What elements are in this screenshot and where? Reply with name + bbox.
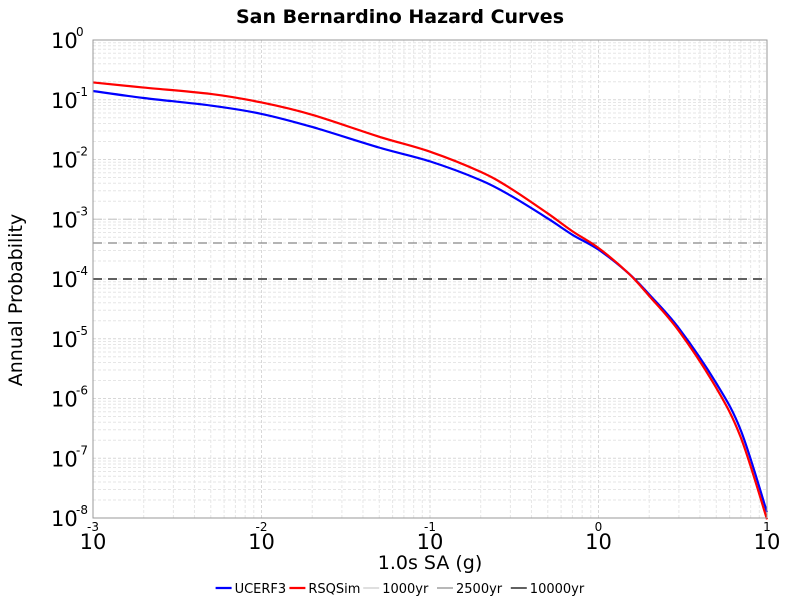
legend-item-2500yr: 2500yr bbox=[437, 582, 503, 597]
x-tick-label: 10-2 bbox=[248, 520, 275, 554]
x-tick-base: 10 bbox=[585, 530, 612, 554]
y-tick-exponent: -1 bbox=[76, 85, 88, 99]
y-tick-label: 10-4 bbox=[51, 264, 88, 292]
y-tick-base: 10 bbox=[51, 507, 78, 531]
x-tick-label: 10-3 bbox=[80, 520, 107, 554]
legend-item-10000yr: 10000yr bbox=[510, 582, 585, 597]
legend-label: RSQSim bbox=[308, 582, 360, 597]
x-tick-base: 10 bbox=[417, 530, 444, 554]
y-tick-label: 10-3 bbox=[51, 204, 88, 232]
y-tick-label: 10-6 bbox=[51, 384, 88, 412]
y-tick-base: 10 bbox=[51, 29, 78, 53]
legend-label: 10000yr bbox=[530, 582, 585, 597]
y-tick-label: 10-1 bbox=[51, 85, 88, 113]
y-tick-base: 10 bbox=[51, 447, 78, 471]
x-tick-base: 10 bbox=[754, 530, 781, 554]
series-group bbox=[92, 81, 769, 520]
y-tick-exponent: -3 bbox=[76, 204, 88, 218]
y-tick-base: 10 bbox=[51, 268, 78, 292]
y-tick-exponent: -7 bbox=[76, 443, 88, 457]
y-tick-exponent: 0 bbox=[76, 25, 84, 39]
x-tick-label: 101 bbox=[754, 520, 781, 554]
grid bbox=[92, 40, 767, 519]
plot-frame bbox=[92, 39, 768, 519]
y-tick-base: 10 bbox=[51, 328, 78, 352]
y-tick-exponent: -6 bbox=[76, 384, 88, 398]
legend-item-1000yr: 1000yr bbox=[363, 582, 429, 597]
x-tick-label: 100 bbox=[585, 520, 612, 554]
x-tick-label: 10-1 bbox=[417, 520, 444, 554]
legend-label: 1000yr bbox=[382, 582, 429, 597]
series-line-rsqsim bbox=[92, 81, 769, 520]
series-line-ucerf3 bbox=[92, 89, 769, 513]
y-tick-label: 100 bbox=[51, 25, 84, 53]
y-tick-exponent: -4 bbox=[76, 264, 88, 278]
y-axis-label: Annual Probability bbox=[5, 214, 27, 387]
legend-label: 2500yr bbox=[456, 582, 503, 597]
legend-item-ucerf3: UCERF3 bbox=[215, 582, 287, 597]
chart-title: San Bernardino Hazard Curves bbox=[236, 6, 564, 28]
y-tick-label: 10-7 bbox=[51, 443, 88, 471]
y-tick-label: 10-2 bbox=[51, 145, 88, 173]
legend: UCERF3 RSQSim 1000yr 2500yr 10000yr bbox=[215, 582, 585, 597]
y-tick-base: 10 bbox=[51, 208, 78, 232]
y-tick-exponent: -2 bbox=[76, 145, 88, 159]
y-tick-exponent: -5 bbox=[76, 324, 88, 338]
y-tick-base: 10 bbox=[51, 149, 78, 173]
y-tick-base: 10 bbox=[51, 89, 78, 113]
y-tick-label: 10-5 bbox=[51, 324, 88, 352]
legend-item-rsqsim: RSQSim bbox=[289, 582, 360, 597]
y-tick-label: 10-8 bbox=[51, 503, 88, 531]
x-tick-exponent: 1 bbox=[763, 520, 771, 534]
y-tick-exponent: -8 bbox=[76, 503, 88, 517]
x-tick-exponent: -1 bbox=[424, 520, 436, 534]
x-tick-exponent: 0 bbox=[595, 520, 603, 534]
x-tick-exponent: -3 bbox=[87, 520, 99, 534]
reference-lines bbox=[93, 218, 767, 280]
y-tick-base: 10 bbox=[51, 388, 78, 412]
x-axis-label: 1.0s SA (g) bbox=[378, 552, 483, 574]
legend-label: UCERF3 bbox=[235, 582, 287, 597]
x-tick-base: 10 bbox=[80, 530, 107, 554]
x-tick-base: 10 bbox=[248, 530, 275, 554]
x-tick-exponent: -2 bbox=[256, 520, 268, 534]
